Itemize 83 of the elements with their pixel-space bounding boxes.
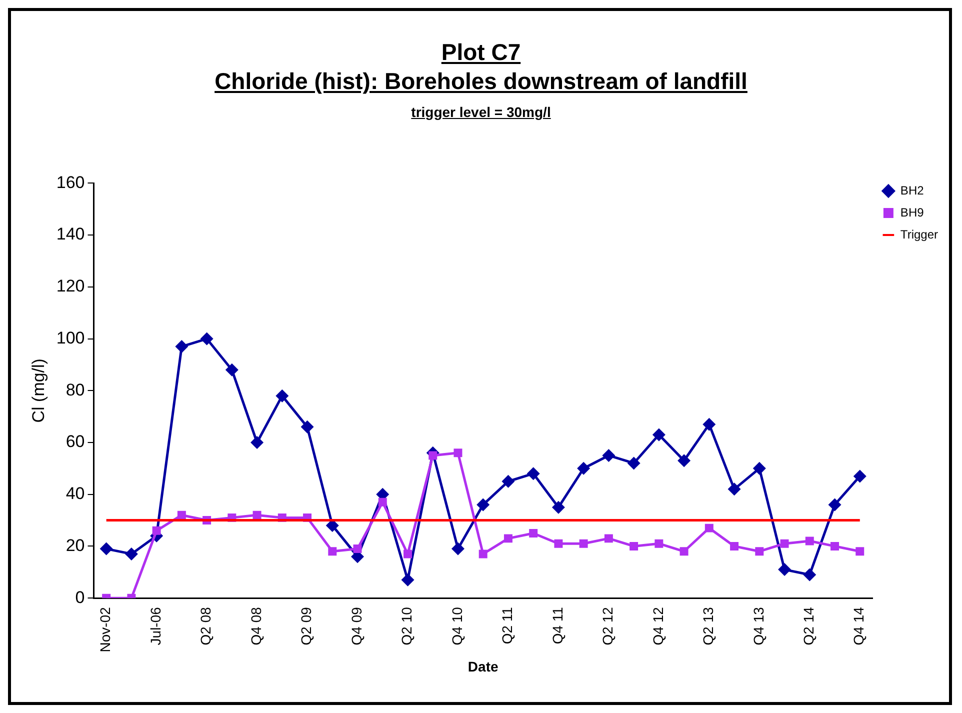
x-axis-title: Date [468, 658, 498, 674]
y-tick-label: 20 [66, 536, 85, 555]
x-tick-label: Q4 08 [248, 606, 264, 646]
point [177, 510, 186, 520]
point [175, 340, 188, 354]
x-tick-label: Q4 10 [448, 606, 465, 646]
point [853, 470, 866, 483]
point [602, 448, 616, 462]
x-tick-label: Q4 12 [650, 606, 666, 646]
point [579, 539, 588, 548]
point [404, 550, 412, 558]
point [652, 428, 666, 442]
y-tick-label: 160 [56, 172, 85, 192]
x-tick-label: Q2 08 [198, 606, 214, 646]
point [225, 363, 238, 376]
point [828, 498, 842, 512]
point [276, 389, 289, 402]
point [554, 539, 563, 548]
x-tick-label: Nov-02 [97, 606, 114, 652]
legend-label: BH9 [900, 205, 924, 220]
point [526, 467, 540, 480]
point [300, 420, 314, 434]
point [529, 529, 538, 538]
y-tick-label: 120 [56, 276, 85, 296]
point [502, 474, 515, 488]
point [124, 547, 138, 560]
point [577, 462, 590, 475]
y-tick-label: 40 [66, 484, 85, 504]
point [856, 547, 864, 556]
x-tick-label: Q2 13 [700, 606, 716, 646]
point [478, 550, 488, 558]
point [328, 547, 337, 556]
chart-subtitle: trigger level = 30mg/l [410, 104, 552, 120]
point [252, 510, 262, 520]
x-tick-label: Q2 11 [499, 606, 516, 644]
point [401, 573, 414, 586]
point [152, 526, 161, 535]
x-tick-label: Q2 10 [398, 606, 415, 646]
point [250, 436, 264, 449]
point [752, 462, 766, 475]
y-tick-label: 60 [66, 432, 85, 452]
point [730, 542, 739, 550]
point [552, 500, 565, 514]
point [476, 498, 490, 512]
point [702, 418, 716, 431]
point [803, 568, 816, 582]
x-tick-label: Q4 11 [549, 606, 566, 644]
y-tick-label: 140 [56, 224, 85, 244]
x-tick-label: Q4 14 [850, 606, 867, 646]
x-tick-label: Jul-06 [147, 606, 164, 646]
y-tick-label: 80 [66, 380, 85, 400]
point [704, 524, 714, 532]
legend-label: Trigger [900, 227, 938, 242]
point [630, 542, 638, 550]
point [378, 498, 387, 506]
point [680, 547, 688, 556]
x-tick-label: Q4 09 [348, 606, 364, 646]
point [780, 539, 789, 548]
x-tick-label: Q2 09 [298, 606, 314, 646]
y-axis-title: Cl (mg/l) [28, 358, 48, 423]
point [778, 563, 792, 576]
point [805, 536, 814, 546]
point [428, 451, 438, 460]
point [454, 448, 462, 458]
point [100, 542, 113, 556]
x-tick-label: Q2 12 [600, 606, 616, 646]
x-tick-label: Q4 13 [750, 606, 766, 646]
point [627, 456, 640, 470]
point [451, 542, 464, 556]
y-tick-label: 0 [75, 588, 85, 607]
chart-title: Plot C7 Chloride (hist): Boreholes downstream of landfill [214, 38, 748, 96]
point [604, 534, 613, 543]
y-tick-label: 100 [56, 328, 85, 348]
point [654, 539, 664, 548]
legend-label: BH2 [900, 183, 924, 198]
point [200, 332, 214, 346]
point [728, 482, 741, 496]
point [755, 547, 764, 556]
x-tick-label: Q2 14 [800, 606, 816, 646]
point [504, 534, 512, 543]
point [678, 454, 691, 468]
point [353, 544, 362, 554]
point [830, 542, 839, 550]
